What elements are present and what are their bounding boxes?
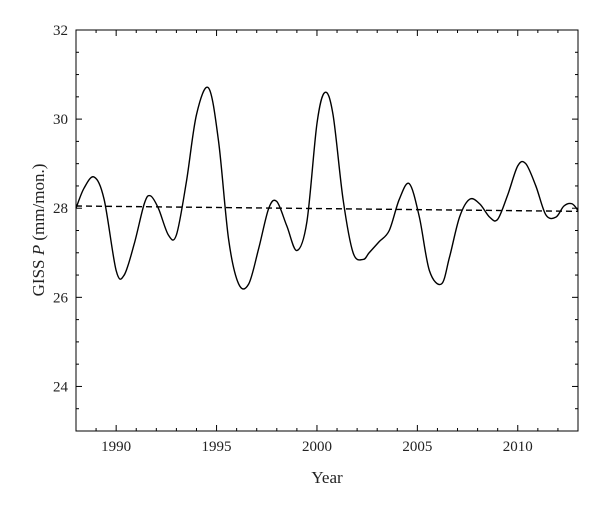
trend-line-dashed (75, 205, 579, 213)
x-axis-title: Year (311, 468, 343, 487)
x-tick-label: 1990 (101, 439, 131, 455)
y-tick-label: 24 (53, 379, 69, 395)
y-tick-label: 28 (53, 201, 68, 217)
axis-ticks (75, 29, 579, 432)
x-tick-label: 2005 (402, 439, 432, 455)
y-tick-label: 30 (53, 112, 68, 128)
y-axis-title: GISS P (mm/mon.) (29, 164, 48, 297)
y-tick-label: 26 (53, 290, 69, 306)
x-tick-label: 1995 (202, 439, 232, 455)
y-axis-title-variable: P (29, 245, 48, 256)
plot-frame (75, 29, 579, 432)
series-lines (75, 86, 579, 290)
precipitation-series-line (75, 86, 579, 290)
y-tick-label: 32 (53, 23, 68, 39)
y-axis-title-unit: (mm/mon.) (29, 164, 48, 245)
x-tick-label: 2010 (503, 439, 533, 455)
y-axis-title-prefix: GISS (29, 255, 48, 296)
axis-tick-labels: 1990 1995 2000 2005 2010 24 26 28 30 32 (53, 23, 533, 455)
x-tick-label: 2000 (302, 439, 332, 455)
